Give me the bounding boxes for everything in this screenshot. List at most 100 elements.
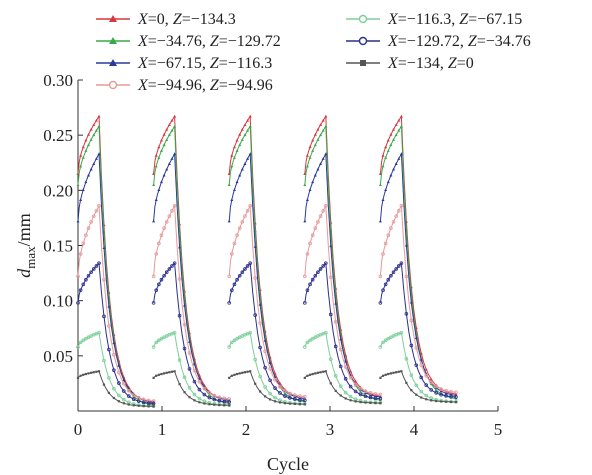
data-point [263, 338, 267, 342]
data-point [230, 374, 233, 377]
legend-label-part: X [137, 33, 149, 50]
data-point [165, 167, 169, 171]
series-line [228, 114, 305, 399]
data-point [102, 246, 106, 250]
data-point [89, 138, 93, 141]
data-point [102, 383, 106, 386]
data-point [378, 396, 383, 401]
data-point [154, 252, 159, 256]
data-point [444, 391, 448, 395]
data-point [328, 275, 333, 280]
data-point [159, 277, 164, 282]
data-point [182, 322, 187, 327]
data-point [399, 261, 404, 265]
data-point [321, 118, 325, 122]
data-point [162, 143, 166, 147]
data-point [288, 391, 292, 396]
data-point [414, 363, 419, 367]
data-point [227, 400, 232, 404]
series-line [304, 204, 381, 395]
data-point [157, 282, 161, 287]
data-point [112, 368, 116, 372]
data-point [227, 301, 232, 305]
data-point [187, 340, 191, 343]
data-point [424, 383, 429, 387]
data-point [97, 261, 101, 265]
data-point [354, 400, 357, 403]
data-point [381, 340, 385, 345]
data-point [249, 370, 252, 373]
legend-label-part: Z [210, 77, 220, 94]
data-point [392, 167, 396, 171]
data-point [84, 149, 88, 152]
data-point [253, 313, 257, 317]
data-point [170, 264, 174, 268]
data-point [324, 152, 328, 156]
data-point [283, 394, 287, 398]
data-point [182, 346, 187, 351]
y-axis-title-sub: max [23, 246, 38, 269]
data-point [243, 162, 247, 165]
data-point [449, 389, 453, 394]
data-point [240, 138, 244, 141]
data-point [89, 270, 93, 275]
data-point [122, 381, 126, 386]
data-point [302, 394, 307, 399]
data-point [386, 180, 390, 184]
series-line [228, 262, 305, 401]
data-point [321, 128, 325, 132]
data-point [107, 304, 111, 308]
legend-item-5: X=−116.3, Z=−67.15 [346, 11, 522, 28]
data-point [235, 372, 239, 376]
data-point [394, 214, 398, 218]
data-point [173, 370, 176, 373]
data-point [91, 214, 96, 218]
data-point [89, 167, 93, 171]
data-point [76, 219, 80, 223]
data-point [353, 389, 358, 394]
data-point [131, 393, 136, 397]
data-point [316, 127, 320, 131]
data-point [316, 167, 320, 171]
data-point [278, 401, 282, 404]
series-line [77, 114, 154, 404]
data-point [136, 395, 141, 400]
data-point [329, 244, 333, 248]
data-point [298, 394, 302, 398]
data-point [238, 173, 242, 177]
data-point [314, 372, 317, 375]
data-point [76, 301, 80, 305]
data-point [308, 282, 312, 287]
data-point [308, 145, 312, 149]
legend-label: X=−94.96, Z=−94.96 [137, 77, 273, 94]
legend-label-part: X [137, 11, 149, 28]
legend-label: X=−134, Z=0 [387, 55, 474, 72]
legend-label-part: X [387, 55, 399, 72]
legend-label-part: X [387, 33, 399, 50]
data-point [439, 387, 443, 391]
data-point [173, 114, 177, 118]
data-point [384, 188, 388, 192]
data-point [273, 386, 277, 390]
data-point [381, 198, 385, 201]
data-point [386, 336, 391, 341]
data-point [378, 392, 383, 397]
data-point [389, 226, 393, 230]
data-point [391, 270, 396, 275]
data-point [155, 374, 158, 377]
data-point [228, 376, 231, 379]
data-point [419, 375, 424, 380]
data-point [86, 273, 91, 278]
data-point [235, 336, 239, 341]
data-point [338, 347, 343, 352]
data-point [419, 389, 424, 394]
data-point [197, 379, 202, 384]
data-point [232, 145, 236, 149]
data-point [248, 203, 253, 208]
data-point [147, 405, 150, 408]
data-point [311, 180, 315, 184]
data-point [127, 403, 130, 406]
data-point [230, 340, 234, 345]
data-point [227, 183, 231, 187]
data-point [92, 371, 95, 374]
